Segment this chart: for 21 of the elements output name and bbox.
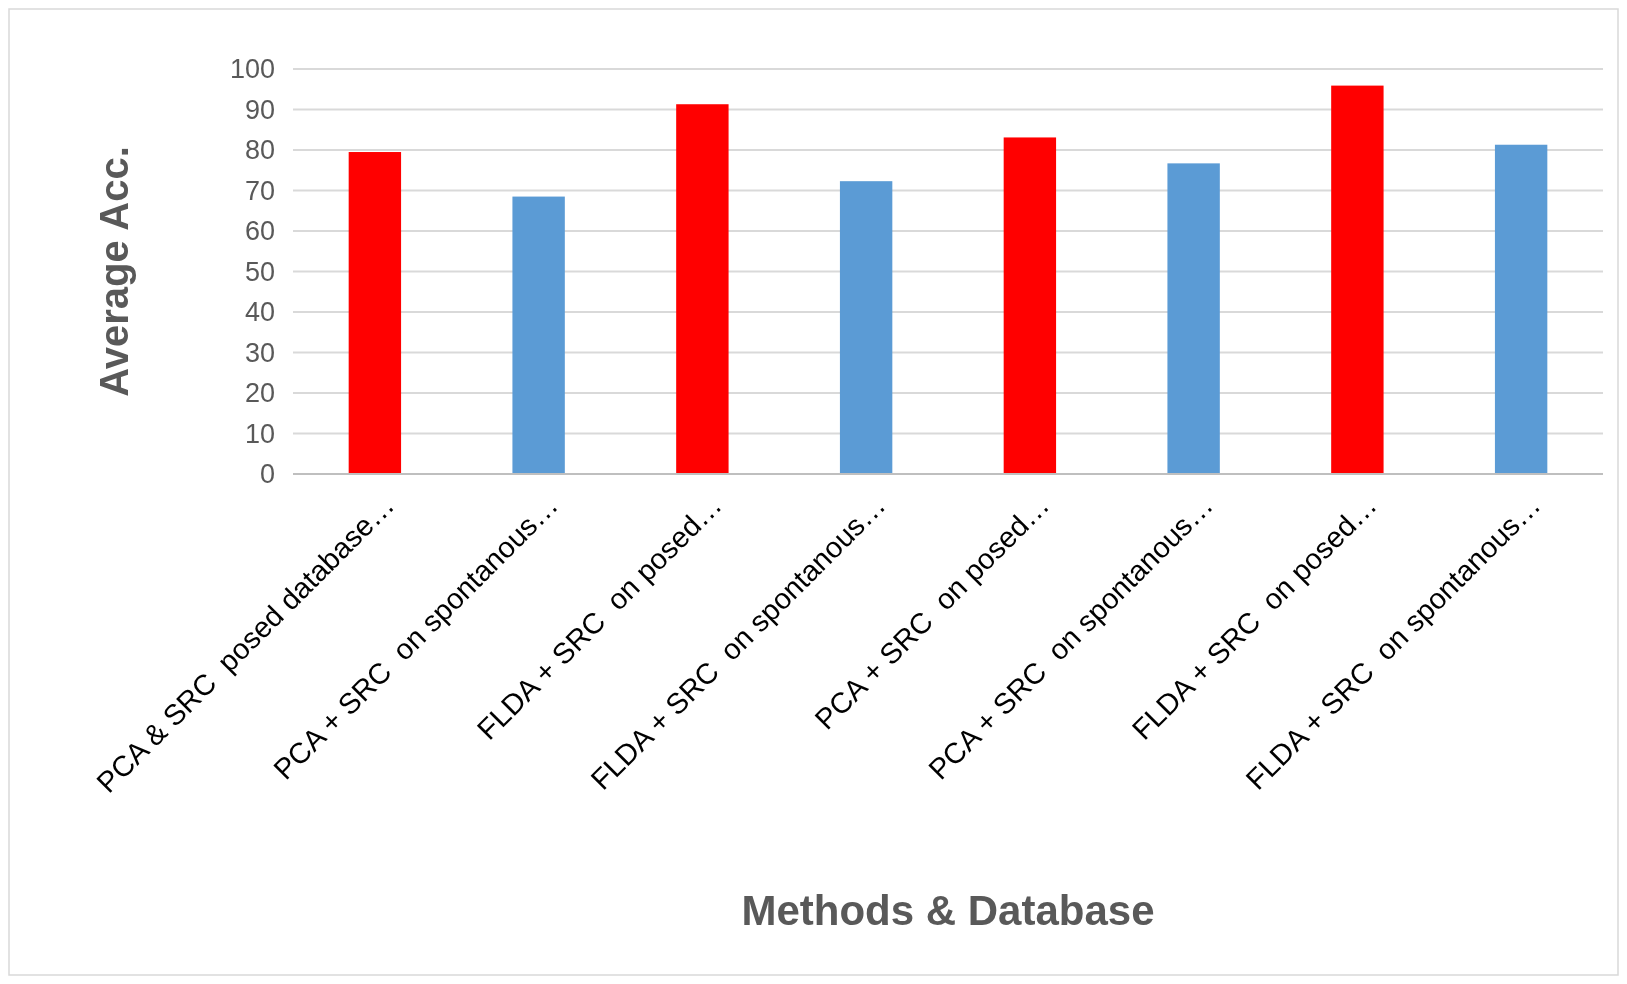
bar [348, 152, 402, 474]
y-tick-label: 10 [244, 418, 275, 449]
y-axis-title: Average Acc. [92, 146, 136, 397]
x-axis-title: Methods & Database [741, 887, 1155, 934]
bar [1003, 137, 1057, 474]
y-tick-label: 0 [259, 459, 275, 490]
y-tick-label: 50 [244, 256, 275, 287]
bar [1494, 144, 1548, 474]
bar [676, 104, 729, 474]
y-tick-label: 70 [244, 175, 275, 206]
bar [1331, 85, 1384, 474]
bar [512, 196, 565, 474]
bar [1167, 163, 1220, 474]
y-tick-label: 40 [244, 297, 275, 328]
y-tick-label: 100 [229, 54, 275, 85]
bar [839, 181, 893, 474]
y-tick-label: 90 [244, 94, 275, 125]
y-tick-label: 60 [244, 216, 275, 247]
y-tick-label: 80 [244, 135, 275, 166]
y-tick-label: 30 [244, 337, 275, 368]
y-tick-label: 20 [244, 378, 275, 409]
